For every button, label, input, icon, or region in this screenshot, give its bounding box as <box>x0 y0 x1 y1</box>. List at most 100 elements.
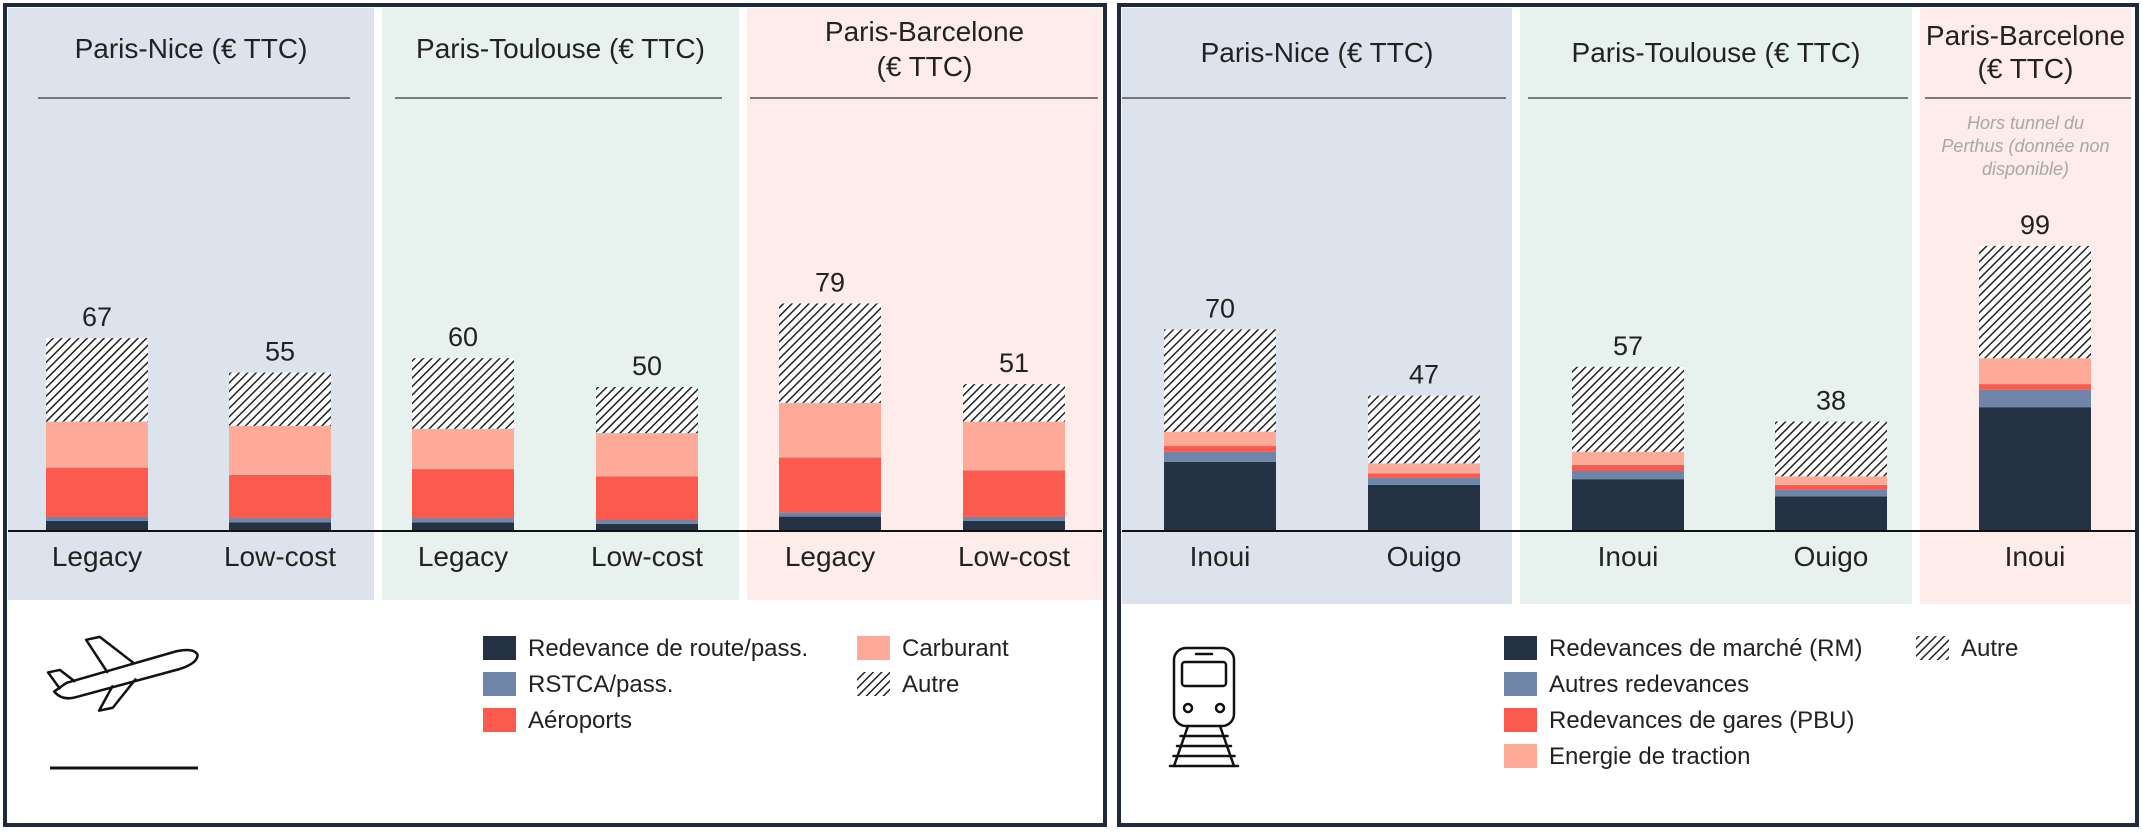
air-legend-label: Redevance de route/pass. <box>528 635 808 662</box>
air-bar-segment-carburant <box>963 421 1065 471</box>
air-category-label: Low-cost <box>224 541 336 572</box>
rail-route-note: disponible) <box>1982 159 2069 179</box>
air-bar-segment-autre <box>229 372 331 426</box>
air-bar-segment-rstca-pass- <box>779 512 881 517</box>
rail-bar-total-label: 47 <box>1409 360 1439 390</box>
rail-route-note: Perthus (donnée non <box>1941 136 2109 156</box>
rail-bar-segment-energie-de-traction <box>1572 451 1684 465</box>
rail-bar-segment-redevances-de-gares-pbu- <box>1572 464 1684 471</box>
rail-category-label: Ouigo <box>1387 541 1462 572</box>
rail-bar-segment-energie-de-traction <box>1979 358 2091 385</box>
air-bar-segment-rstca-pass- <box>963 516 1065 521</box>
rail-bar-segment-autres-redevances <box>1368 477 1480 485</box>
rail-legend-label: Autres redevances <box>1549 671 1749 698</box>
rail-legend-label: Redevances de gares (PBU) <box>1549 707 1854 734</box>
rail-panel-border <box>1117 3 2139 827</box>
rail-legend-label: Redevances de marché (RM) <box>1549 635 1862 662</box>
air-bar-segment-autre <box>779 303 881 403</box>
air-route-title: Paris-Nice (€ TTC) <box>75 33 308 64</box>
air-bar-segment-autre <box>46 338 148 422</box>
rail-route-title: (€ TTC) <box>1978 53 2074 84</box>
rail-bar-segment-redevances-de-march-rm- <box>1775 496 1887 531</box>
air-bar-segment-redevance-de-route-pass- <box>779 516 881 531</box>
air-category-label: Low-cost <box>958 541 1070 572</box>
air-bar-segment-redevance-de-route-pass- <box>963 520 1065 531</box>
rail-bar-segment-autre <box>1368 395 1480 464</box>
air-legend-swatch <box>857 636 890 660</box>
rail-legend-label: Energie de traction <box>1549 743 1750 770</box>
air-bar-segment-a-roports <box>46 467 148 517</box>
rail-legend-swatch <box>1916 636 1949 660</box>
air-bar-segment-redevance-de-route-pass- <box>596 523 698 531</box>
rail-bar-segment-energie-de-traction <box>1368 463 1480 474</box>
air-legend-label: RSTCA/pass. <box>528 671 673 698</box>
air-bar-total-label: 60 <box>448 322 478 352</box>
rail-legend-swatch <box>1504 708 1537 732</box>
air-legend-label: Carburant <box>902 635 1009 662</box>
rail-bar-segment-autres-redevances <box>1572 470 1684 480</box>
air-bar-total-label: 51 <box>999 348 1029 378</box>
rail-category-label: Inoui <box>1598 541 1659 572</box>
rail-bar-total-label: 70 <box>1205 293 1235 323</box>
rail-bar-segment-redevances-de-march-rm- <box>1368 484 1480 531</box>
air-bar-segment-redevance-de-route-pass- <box>412 522 514 531</box>
rail-bar-segment-autre <box>1775 421 1887 477</box>
air-bar-segment-rstca-pass- <box>596 519 698 524</box>
rail-bar-segment-redevances-de-gares-pbu- <box>1368 473 1480 478</box>
rail-bar-segment-autre <box>1979 245 2091 359</box>
rail-legend-label: Autre <box>1961 635 2018 662</box>
rail-route-title: Paris-Toulouse (€ TTC) <box>1572 37 1861 68</box>
rail-legend-swatch <box>1504 744 1537 768</box>
air-legend-swatch <box>483 636 516 660</box>
air-category-label: Legacy <box>418 541 508 572</box>
air-bar-total-label: 67 <box>82 302 112 332</box>
air-bar-total-label: 50 <box>632 351 662 381</box>
rail-category-label: Inoui <box>1190 541 1251 572</box>
rail-bar-segment-energie-de-traction <box>1164 431 1276 447</box>
rail-bar-segment-autres-redevances <box>1979 389 2091 408</box>
rail-bar-segment-redevances-de-gares-pbu- <box>1164 446 1276 452</box>
train-icon <box>1168 646 1240 768</box>
air-bar-segment-a-roports <box>229 474 331 519</box>
air-bar-segment-rstca-pass- <box>229 518 331 523</box>
air-bar-segment-autre <box>963 384 1065 422</box>
air-bar-segment-a-roports <box>596 476 698 520</box>
air-bar-segment-autre <box>412 358 514 429</box>
air-bar-segment-redevance-de-route-pass- <box>229 522 331 531</box>
air-legend-swatch <box>483 672 516 696</box>
rail-bar-total-label: 38 <box>1816 386 1846 416</box>
air-category-label: Legacy <box>785 541 875 572</box>
rail-bar-segment-autre <box>1572 366 1684 452</box>
air-category-label: Legacy <box>52 541 142 572</box>
air-route-title: Paris-Toulouse (€ TTC) <box>416 33 705 64</box>
air-bar-segment-autre <box>596 387 698 434</box>
rail-bar-segment-autres-redevances <box>1164 451 1276 462</box>
air-bar-total-label: 79 <box>815 267 845 297</box>
air-legend-label: Aéroports <box>528 707 632 734</box>
rail-bar-segment-redevances-de-march-rm- <box>1979 407 2091 531</box>
air-panel-border <box>3 3 1107 827</box>
air-bar-segment-rstca-pass- <box>412 518 514 523</box>
rail-category-label: Ouigo <box>1794 541 1869 572</box>
rail-bar-segment-redevances-de-gares-pbu- <box>1775 484 1887 490</box>
rail-route-note: Hors tunnel du <box>1967 113 2084 133</box>
air-route-title: Paris-Barcelone <box>825 16 1024 47</box>
rail-bar-segment-redevances-de-march-rm- <box>1572 479 1684 531</box>
air-bar-segment-carburant <box>779 402 881 458</box>
air-bar-segment-a-roports <box>412 469 514 519</box>
air-legend-swatch <box>857 672 890 696</box>
air-bar-segment-carburant <box>46 421 148 468</box>
air-bar-segment-carburant <box>229 425 331 475</box>
rail-bar-segment-redevances-de-march-rm- <box>1164 461 1276 531</box>
air-route-title: (€ TTC) <box>877 51 973 82</box>
rail-bar-segment-energie-de-traction <box>1775 476 1887 485</box>
air-bar-segment-rstca-pass- <box>46 516 148 521</box>
rail-legend-swatch <box>1504 672 1537 696</box>
rail-bar-segment-autres-redevances <box>1775 489 1887 497</box>
airplane-takeoff-icon <box>46 635 199 712</box>
air-bar-total-label: 55 <box>265 337 295 367</box>
air-bar-segment-redevance-de-route-pass- <box>46 520 148 531</box>
rail-category-label: Inoui <box>2005 541 2066 572</box>
air-bar-segment-a-roports <box>963 470 1065 517</box>
